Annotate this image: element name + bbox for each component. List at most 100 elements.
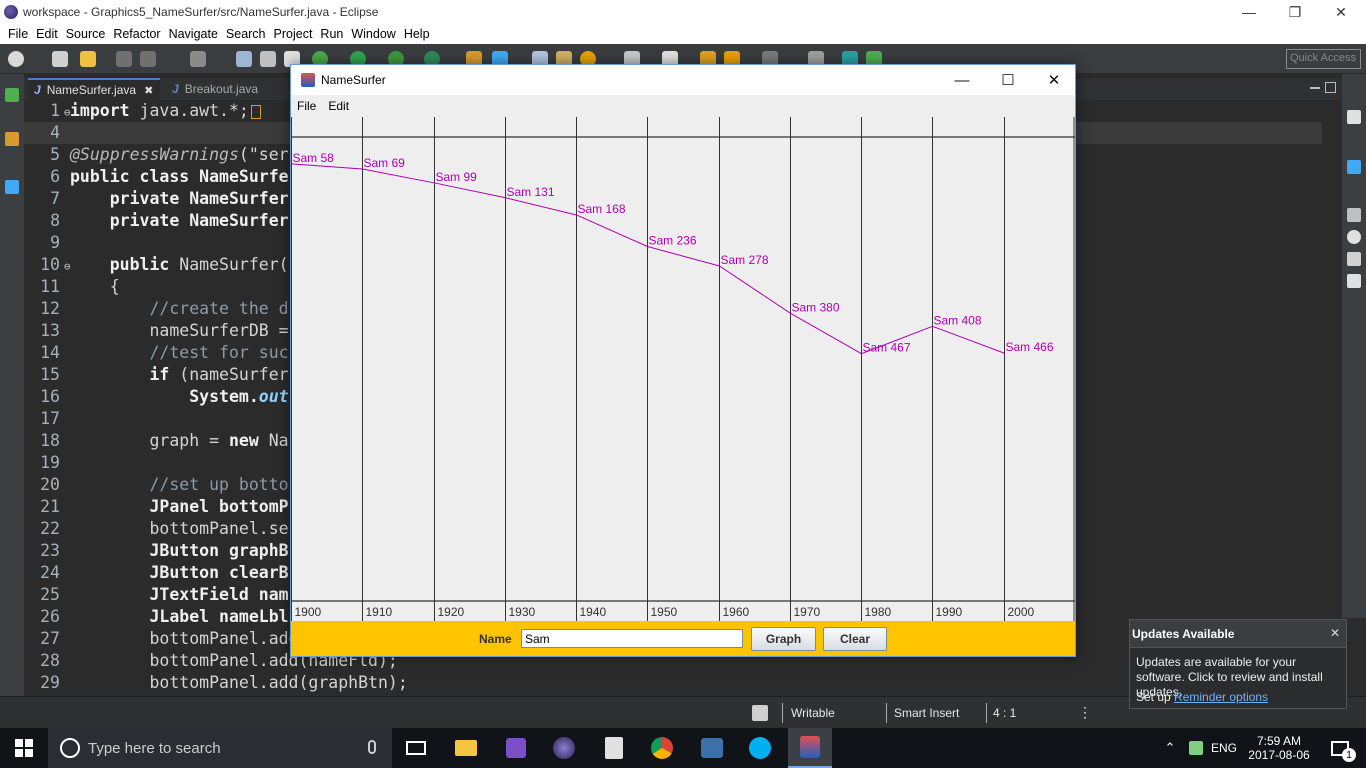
task-view-button[interactable]: [398, 728, 434, 768]
close-tab-icon[interactable]: ✖: [144, 84, 154, 97]
chevron-up-icon[interactable]: ⌃: [1164, 740, 1176, 755]
perspective-debug-icon[interactable]: [866, 51, 882, 67]
menu-navigate[interactable]: Navigate: [168, 27, 218, 41]
block-select-icon[interactable]: [260, 51, 276, 67]
javadoc-icon[interactable]: [1347, 230, 1361, 244]
eclipse-titlebar: workspace - Graphics5_NameSurfer/src/Nam…: [0, 0, 1366, 24]
last-edit-icon[interactable]: [662, 51, 678, 67]
highlight-icon[interactable]: [190, 51, 206, 67]
task-list-icon[interactable]: [1347, 110, 1361, 124]
reminder-options-link[interactable]: Reminder options: [1174, 690, 1269, 704]
start-button[interactable]: [0, 728, 48, 768]
problems-icon[interactable]: [1347, 208, 1361, 222]
namesurfer-window: NameSurfer — ☐ ✕ File Edit 1900 1910 1920 1…: [290, 64, 1076, 657]
declaration-icon[interactable]: [1347, 252, 1361, 266]
pin-editor-icon[interactable]: [808, 51, 824, 67]
forward-icon[interactable]: [724, 51, 740, 67]
menu-refactor[interactable]: Refactor: [113, 27, 161, 41]
java-app-taskbar-icon[interactable]: [788, 728, 832, 768]
close-button[interactable]: ✕: [1047, 72, 1061, 89]
run-icon[interactable]: [350, 51, 366, 67]
coverage-icon[interactable]: [388, 51, 404, 67]
menu-source[interactable]: Source: [65, 27, 106, 41]
minimize-button[interactable]: —: [954, 71, 970, 89]
network-icon[interactable]: [1186, 728, 1206, 768]
series-segment: [505, 197, 577, 216]
eclipse-icon: [4, 5, 18, 19]
profile-icon[interactable]: [8, 51, 24, 67]
menu-edit[interactable]: Edit: [36, 27, 58, 41]
new-icon[interactable]: [80, 51, 96, 67]
graph-button[interactable]: Graph: [751, 627, 816, 651]
skype-icon[interactable]: [742, 728, 778, 768]
code-line: 18 graph = new Na: [40, 431, 289, 450]
settings-icon[interactable]: [52, 51, 68, 67]
progress-icon[interactable]: [1347, 274, 1361, 288]
menu-edit[interactable]: Edit: [328, 99, 350, 113]
debug-icon[interactable]: [312, 51, 328, 67]
mysql-workbench-icon[interactable]: [694, 728, 730, 768]
console-icon[interactable]: [5, 180, 19, 194]
save-all-icon[interactable]: [140, 51, 156, 67]
package-explorer-icon[interactable]: [5, 88, 19, 102]
minimize-button[interactable]: —: [1242, 4, 1256, 20]
close-button[interactable]: ✕: [1335, 3, 1347, 20]
clock[interactable]: 7:59 AM 2017-08-06: [1244, 728, 1314, 768]
back-icon[interactable]: [700, 51, 716, 67]
next-annotation-icon[interactable]: [624, 51, 640, 67]
close-icon[interactable]: ✕: [1329, 626, 1340, 640]
microphone-icon[interactable]: [368, 740, 376, 754]
minimize-editor-icon[interactable]: [1310, 87, 1320, 89]
calculator-icon[interactable]: [596, 728, 632, 768]
decade-label: 1940: [580, 605, 607, 619]
open-task-icon[interactable]: [556, 51, 572, 67]
clear-button[interactable]: Clear: [823, 627, 887, 651]
save-icon[interactable]: [116, 51, 132, 67]
open-type-icon[interactable]: [532, 51, 548, 67]
status-separator: [986, 703, 987, 723]
restore-button[interactable]: ❐: [1288, 3, 1302, 20]
perspective-java-icon[interactable]: [842, 51, 858, 67]
eclipse-taskbar-icon[interactable]: [546, 728, 582, 768]
navigator-icon[interactable]: [5, 132, 19, 146]
file-explorer-icon[interactable]: [448, 728, 484, 768]
menu-help[interactable]: Help: [403, 27, 430, 41]
external-tools-icon[interactable]: [424, 51, 440, 67]
notification-body[interactable]: Updates are available for your software.…: [1136, 655, 1323, 699]
search-icon[interactable]: [580, 51, 596, 67]
new-package-icon[interactable]: [492, 51, 508, 67]
tab-namesurfer[interactable]: J NameSurfer.java ✖: [28, 78, 160, 100]
nav-forward-icon[interactable]: [762, 51, 778, 67]
outline-icon[interactable]: [1347, 160, 1361, 174]
maximize-button[interactable]: ☐: [1001, 72, 1015, 89]
new-java-project-icon[interactable]: [466, 51, 482, 67]
series-segment: [719, 265, 791, 314]
updates-notification[interactable]: Updates Available ✕ Updates are availabl…: [1129, 619, 1347, 709]
format-icon[interactable]: [236, 51, 252, 67]
action-center-button[interactable]: 1: [1320, 728, 1360, 768]
menu-window[interactable]: Window: [351, 27, 396, 41]
chrome-icon[interactable]: [644, 728, 680, 768]
menu-run[interactable]: Run: [320, 27, 344, 41]
menu-search[interactable]: Search: [225, 27, 266, 41]
more-options-icon[interactable]: ⋮: [1078, 704, 1092, 720]
name-input[interactable]: [521, 629, 743, 648]
data-point-label: Sam 58: [293, 151, 335, 165]
menubar: File Edit Source Refactor Navigate Searc…: [0, 24, 1366, 44]
build-status-icon[interactable]: [752, 705, 768, 721]
windows-taskbar: Type here to search ⌃ ENG 7:59 AM 2017-0…: [0, 728, 1366, 768]
decade-label: 1970: [794, 605, 821, 619]
notification-count: 1: [1342, 748, 1356, 762]
show-whitespace-icon[interactable]: [284, 51, 300, 67]
code-line: 9: [50, 233, 60, 252]
quick-access-input[interactable]: Quick Access: [1286, 49, 1361, 69]
maximize-editor-icon[interactable]: [1325, 82, 1336, 93]
menu-file[interactable]: File: [297, 99, 317, 113]
tab-breakout[interactable]: J Breakout.java: [166, 78, 284, 100]
taskbar-search[interactable]: Type here to search: [48, 728, 392, 768]
language-indicator[interactable]: ENG: [1210, 741, 1237, 755]
visual-studio-icon[interactable]: [498, 728, 534, 768]
menu-file[interactable]: File: [8, 27, 29, 41]
menu-project[interactable]: Project: [273, 27, 313, 41]
namesurfer-titlebar: NameSurfer — ☐ ✕: [291, 65, 1075, 95]
